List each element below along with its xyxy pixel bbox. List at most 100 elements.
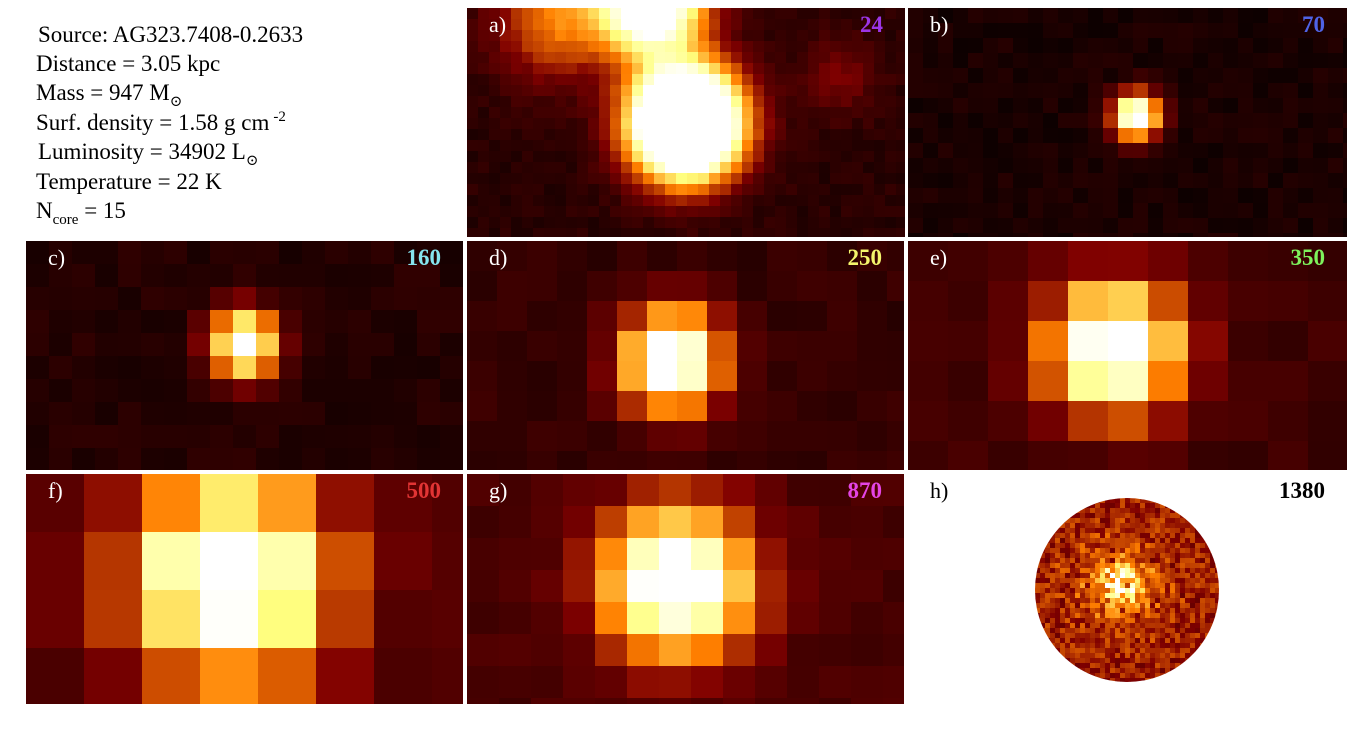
pixel <box>1185 523 1191 529</box>
pixel <box>1125 588 1131 594</box>
pixel <box>775 173 787 185</box>
pixel <box>1035 573 1041 579</box>
pixel <box>478 228 490 237</box>
wavelength: 250 <box>848 245 883 270</box>
pixel <box>467 217 479 229</box>
pixel <box>1150 583 1156 589</box>
pixel <box>1193 68 1209 84</box>
pixel <box>1208 83 1224 99</box>
pixel <box>1058 143 1074 159</box>
pixel <box>1238 53 1254 69</box>
pixel <box>698 151 710 163</box>
pixel <box>720 129 732 141</box>
pixel <box>1055 593 1061 599</box>
pixel <box>677 331 708 362</box>
pixel <box>1088 218 1104 234</box>
pixel <box>417 402 441 426</box>
pixel <box>753 228 765 237</box>
pixel <box>511 217 523 229</box>
pixel <box>1090 593 1096 599</box>
pixel <box>1115 573 1121 579</box>
pixel <box>863 118 875 130</box>
pixel <box>489 173 501 185</box>
pixel <box>1195 518 1201 524</box>
pixel <box>676 8 688 20</box>
pixel <box>1118 68 1134 84</box>
pixel <box>522 41 534 53</box>
pixel <box>1065 678 1071 682</box>
pixel <box>787 474 820 507</box>
pixel <box>874 19 886 31</box>
pixel <box>1170 638 1176 644</box>
pixel <box>522 74 534 86</box>
pixel <box>489 96 501 108</box>
pixel <box>896 96 905 108</box>
pixel <box>1175 598 1181 604</box>
pixel <box>1055 668 1061 674</box>
pixel <box>1150 553 1156 559</box>
pixel <box>841 162 853 174</box>
pixel <box>118 448 142 470</box>
pixel <box>1085 503 1091 509</box>
pixel <box>1120 608 1126 614</box>
pixel <box>1180 548 1186 554</box>
pixel <box>595 602 628 635</box>
pixel <box>797 451 828 470</box>
pixel <box>1035 628 1041 634</box>
pixel <box>983 218 999 234</box>
pixel <box>1185 673 1191 679</box>
pixel <box>1120 538 1126 544</box>
pixel <box>499 474 532 507</box>
pixel <box>1150 538 1156 544</box>
pixel <box>953 8 969 24</box>
pixel <box>1090 678 1096 682</box>
pixel <box>617 301 648 332</box>
pixel <box>767 361 798 392</box>
pixel <box>1170 558 1176 564</box>
pixel <box>1223 218 1239 234</box>
pixel <box>896 140 905 152</box>
pixel <box>676 41 688 53</box>
pixel <box>753 19 765 31</box>
pixel <box>691 602 724 635</box>
pixel <box>1080 673 1086 679</box>
pixel <box>467 421 498 452</box>
pixel <box>49 379 73 403</box>
pixel <box>26 590 85 649</box>
pixel <box>1088 143 1104 159</box>
pixel <box>1268 218 1284 234</box>
pixel <box>627 506 660 539</box>
pixel <box>797 96 809 108</box>
pixel <box>643 162 655 174</box>
pixel <box>753 41 765 53</box>
pixel <box>1313 23 1329 39</box>
pixel <box>1095 643 1101 649</box>
pixel <box>923 203 939 219</box>
pixel <box>819 474 852 507</box>
pixel <box>1193 98 1209 114</box>
pixel <box>1108 401 1149 442</box>
pixel <box>499 506 532 539</box>
pixel <box>627 538 660 571</box>
pixel <box>325 310 349 334</box>
pixel <box>1200 513 1206 519</box>
pixel <box>1135 508 1141 514</box>
pixel <box>233 241 257 265</box>
pixel <box>371 448 395 470</box>
pixel <box>827 391 858 422</box>
pixel <box>511 151 523 163</box>
pixel <box>1055 643 1061 649</box>
pixel <box>500 19 512 31</box>
pixel <box>1135 618 1141 624</box>
pixel <box>1040 573 1046 579</box>
pixel <box>617 451 648 470</box>
pixel <box>896 19 905 31</box>
pixel <box>544 41 556 53</box>
pixel <box>599 129 611 141</box>
pixel <box>819 85 831 97</box>
pixel <box>896 85 905 97</box>
pixel <box>1160 543 1166 549</box>
pixel <box>983 158 999 174</box>
pixel <box>742 217 754 229</box>
pixel <box>544 52 556 64</box>
